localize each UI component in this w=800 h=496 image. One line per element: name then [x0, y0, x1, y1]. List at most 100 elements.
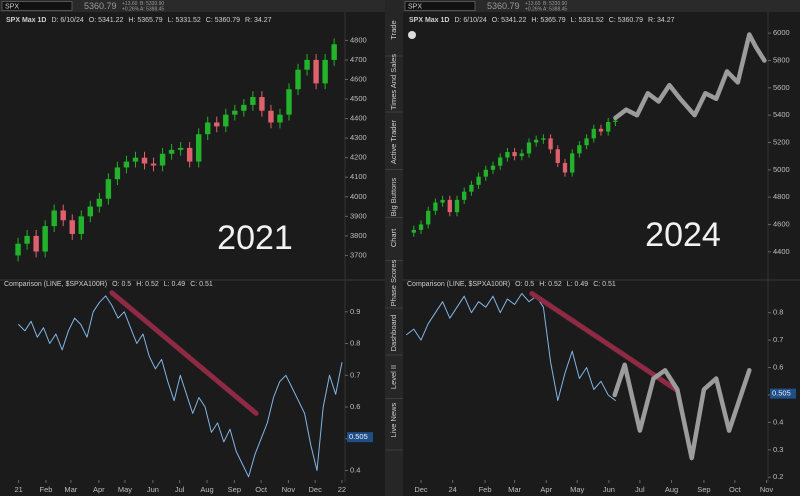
symbol-box[interactable]	[404, 1, 476, 11]
quote-field: C: 5360.79	[609, 17, 643, 24]
sidebar-tab[interactable]: Dashboard	[389, 315, 398, 352]
x-tick-label: Feb	[40, 485, 53, 494]
x-tick-label: Mar	[508, 485, 521, 494]
candle-body	[150, 163, 157, 166]
chart-header: Comparison (LINE, $SPXA100R) O: 0.5 H: 0.5…	[4, 281, 213, 288]
y-tick-label: 0.8	[350, 339, 360, 348]
y-tick-label: 4400	[350, 114, 367, 123]
last-price: 5360.79	[487, 1, 520, 11]
x-tick-label: Nov	[282, 485, 296, 494]
sidebar-tab[interactable]: Phase Scores	[389, 259, 398, 306]
projection-line	[612, 362, 752, 461]
candle-body	[51, 210, 57, 227]
x-tick-label: Aug	[665, 485, 678, 494]
x-tick-label: Sep	[697, 485, 710, 494]
ask: A: 5388.45	[140, 6, 164, 12]
y-tick-label: 0.3	[773, 445, 783, 454]
quote-field: O: 0.5	[112, 281, 131, 288]
y-tick-label: 0.7	[773, 335, 783, 344]
candle-body	[313, 59, 319, 84]
y-tick-label: 5600	[773, 83, 790, 92]
y-tick-label: 5400	[773, 110, 790, 119]
candle-body	[168, 149, 175, 154]
candle-body	[69, 220, 75, 234]
y-tick-label: 0.4	[773, 417, 783, 426]
last-value: 0.505	[349, 432, 368, 441]
last-value-box	[770, 388, 796, 399]
quote-field: H: 5365.79	[128, 17, 162, 24]
candle-body	[440, 199, 445, 203]
x-tick-label: Apr	[540, 485, 552, 494]
candle-body	[268, 110, 274, 123]
candle-body	[555, 149, 560, 163]
sidebar-tab[interactable]: Big Buttons	[389, 178, 398, 217]
quote-field: L: 0.49	[164, 281, 186, 288]
sidebar-tab[interactable]: Chart	[389, 228, 398, 247]
candle-body	[141, 157, 148, 164]
symbol[interactable]: SPX	[408, 3, 422, 10]
sidebar-tab[interactable]: Trade	[389, 20, 398, 39]
candle-body	[512, 152, 517, 157]
x-tick-label: 21	[14, 485, 22, 494]
candle-body	[96, 198, 103, 207]
x-tick-label: Feb	[479, 485, 492, 494]
breadth-line	[18, 295, 343, 478]
candle-body	[87, 206, 94, 217]
breadth-line	[406, 293, 616, 401]
y-tick-label: 5800	[773, 55, 790, 64]
sidebar-tab[interactable]: Live News	[389, 402, 398, 437]
info-icon[interactable]	[408, 31, 416, 39]
y-tick-label: 4600	[350, 74, 367, 83]
x-tick-label: Jul	[175, 485, 185, 494]
year-annotation: 2021	[217, 219, 293, 257]
symbol[interactable]: SPX	[5, 3, 19, 10]
quote-field: H: 0.52	[136, 281, 159, 288]
trendline	[529, 290, 679, 392]
candle-body	[418, 224, 424, 230]
candle-body	[534, 139, 539, 143]
y-tick-label: 4000	[350, 192, 367, 201]
projection-line	[613, 32, 767, 121]
x-tick-label: Sep	[228, 485, 241, 494]
quote-field: C: 0.51	[593, 281, 616, 288]
candle-body	[205, 122, 211, 135]
x-tick-label: Jun	[147, 485, 159, 494]
candle-body	[177, 147, 184, 150]
chart-title: Comparison (LINE, $SPXA100R)	[407, 281, 510, 288]
sidebar-tab[interactable]: Active Trader	[389, 119, 398, 164]
quote-field: D: 6/10/24	[51, 17, 83, 24]
y-tick-label: 0.4	[350, 465, 360, 474]
bid: B: 5330.90	[543, 1, 567, 7]
y-tick-label: 4800	[773, 192, 790, 201]
bid: B: 5330.90	[140, 1, 164, 7]
sidebar-tab[interactable]: Level II	[389, 365, 398, 389]
ask: A: 5388.45	[543, 6, 567, 12]
candle-body	[591, 128, 596, 139]
candle-body	[24, 235, 30, 244]
quote-field: H: 5365.79	[531, 17, 565, 24]
candle-body	[613, 120, 618, 122]
y-tick-label: 4100	[350, 172, 367, 181]
candle-body	[454, 199, 460, 213]
candle-body	[78, 216, 84, 234]
candle-body	[411, 229, 416, 233]
chart-title: Comparison (LINE, $SPXA100R)	[4, 281, 107, 288]
x-tick-label: Dec	[308, 485, 322, 494]
x-tick-label: Jul	[635, 485, 645, 494]
symbol-box[interactable]	[1, 1, 73, 11]
x-tick-label: May	[118, 485, 132, 494]
candle-body	[526, 142, 532, 154]
last-price: 5360.79	[84, 1, 117, 11]
change: +13.60	[122, 1, 138, 7]
sidebar-tab[interactable]: Times And Sales	[389, 54, 398, 110]
quote-field: L: 0.49	[567, 281, 589, 288]
candle-body	[606, 121, 611, 132]
year-annotation: 2024	[645, 216, 721, 254]
y-tick-label: 4300	[350, 133, 367, 142]
candle-body	[519, 153, 524, 157]
x-tick-label: Mar	[64, 485, 77, 494]
quote-field: O: 5341.22	[89, 17, 124, 24]
chart-header: SPX Max 1D D: 6/10/24 O: 5341.22 H: 5365.79…	[6, 17, 272, 24]
quote-field: R: 34.27	[245, 17, 272, 24]
